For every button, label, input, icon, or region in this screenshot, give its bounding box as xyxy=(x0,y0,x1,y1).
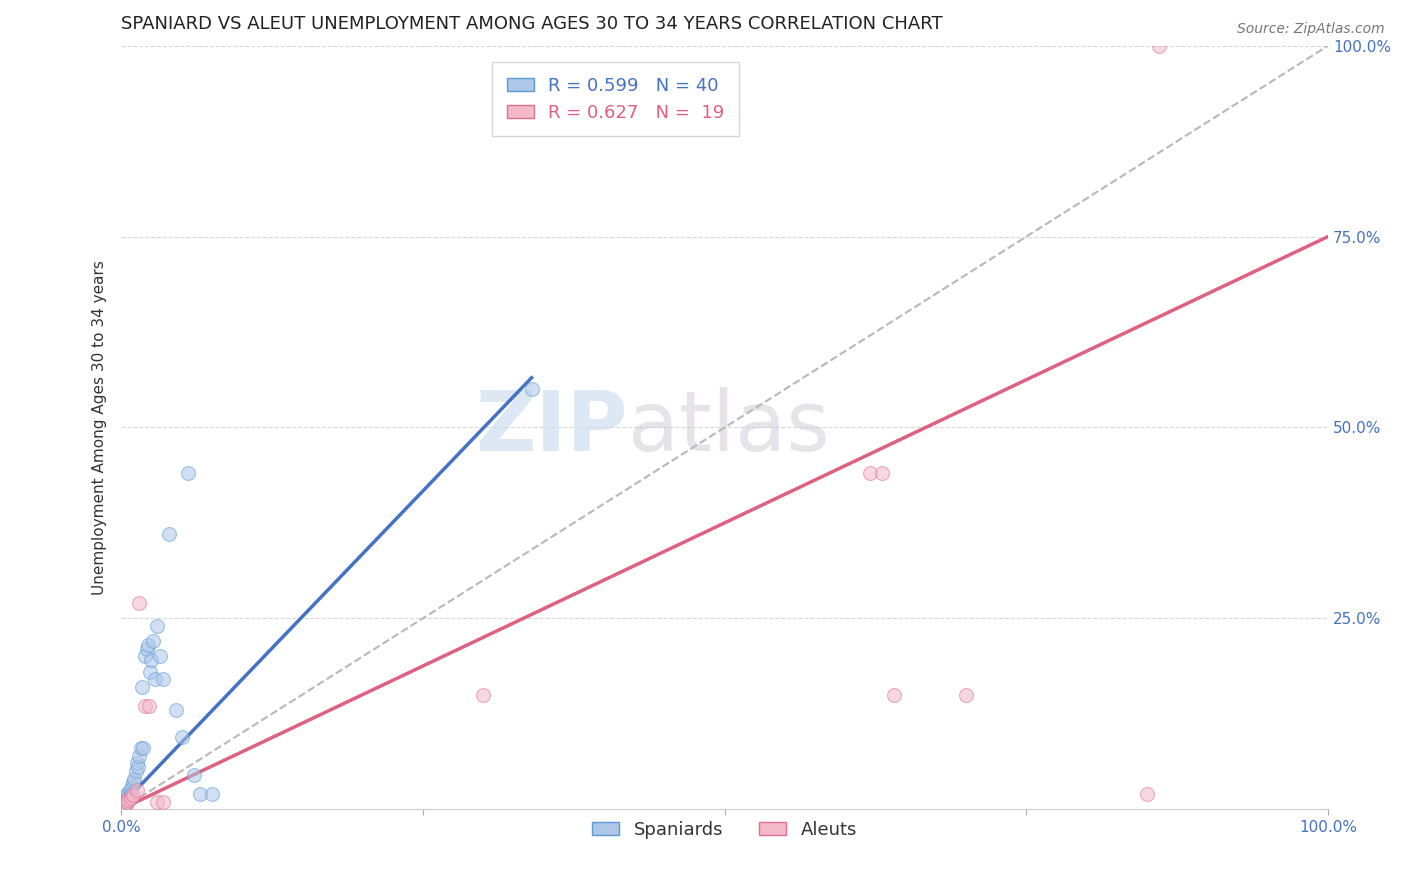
Point xyxy=(141,653,163,667)
Point xyxy=(115,796,138,810)
Point xyxy=(149,649,172,664)
Y-axis label: Unemployment Among Ages 30 to 34 years: Unemployment Among Ages 30 to 34 years xyxy=(93,260,107,595)
Point xyxy=(111,798,134,813)
Point xyxy=(129,741,152,756)
Text: atlas: atlas xyxy=(628,387,830,468)
Point xyxy=(124,772,146,786)
Point xyxy=(143,673,166,687)
Point xyxy=(114,800,136,814)
Point xyxy=(955,688,977,702)
Point xyxy=(132,741,155,756)
Point xyxy=(122,789,145,803)
Point xyxy=(134,699,156,714)
Point xyxy=(1136,787,1159,801)
Point xyxy=(114,790,136,805)
Point xyxy=(120,790,142,805)
Point xyxy=(142,634,165,648)
Point xyxy=(146,619,169,633)
Text: ZIP: ZIP xyxy=(475,387,628,468)
Point xyxy=(183,768,205,782)
Point xyxy=(139,665,162,679)
Text: SPANIARD VS ALEUT UNEMPLOYMENT AMONG AGES 30 TO 34 YEARS CORRELATION CHART: SPANIARD VS ALEUT UNEMPLOYMENT AMONG AGE… xyxy=(121,15,943,33)
Point xyxy=(114,793,136,807)
Point xyxy=(125,783,148,797)
Point xyxy=(117,787,139,801)
Point xyxy=(134,649,156,664)
Point xyxy=(152,795,174,809)
Point xyxy=(112,795,135,809)
Point xyxy=(117,790,139,805)
Point xyxy=(165,703,187,717)
Point xyxy=(120,787,142,801)
Point xyxy=(112,798,135,813)
Point xyxy=(883,688,905,702)
Point xyxy=(858,467,880,481)
Point xyxy=(128,748,150,763)
Point xyxy=(128,596,150,610)
Point xyxy=(127,760,149,774)
Point xyxy=(131,680,153,694)
Point xyxy=(170,730,193,744)
Point xyxy=(159,527,181,541)
Point xyxy=(117,795,139,809)
Point xyxy=(146,795,169,809)
Legend: Spaniards, Aleuts: Spaniards, Aleuts xyxy=(585,814,865,846)
Point xyxy=(118,783,141,797)
Point xyxy=(115,789,138,803)
Point xyxy=(520,382,543,396)
Point xyxy=(121,779,143,793)
Point xyxy=(117,793,139,807)
Point xyxy=(125,756,148,771)
Point xyxy=(152,673,174,687)
Point xyxy=(870,467,893,481)
Point xyxy=(201,787,224,801)
Point xyxy=(176,467,198,481)
Text: Source: ZipAtlas.com: Source: ZipAtlas.com xyxy=(1237,22,1385,37)
Point xyxy=(1147,38,1170,53)
Point xyxy=(138,699,160,714)
Point xyxy=(472,688,495,702)
Point xyxy=(188,787,211,801)
Point xyxy=(125,764,148,778)
Point xyxy=(135,641,157,656)
Point xyxy=(136,638,159,652)
Point xyxy=(122,775,145,789)
Point xyxy=(117,795,139,809)
Point xyxy=(112,796,135,810)
